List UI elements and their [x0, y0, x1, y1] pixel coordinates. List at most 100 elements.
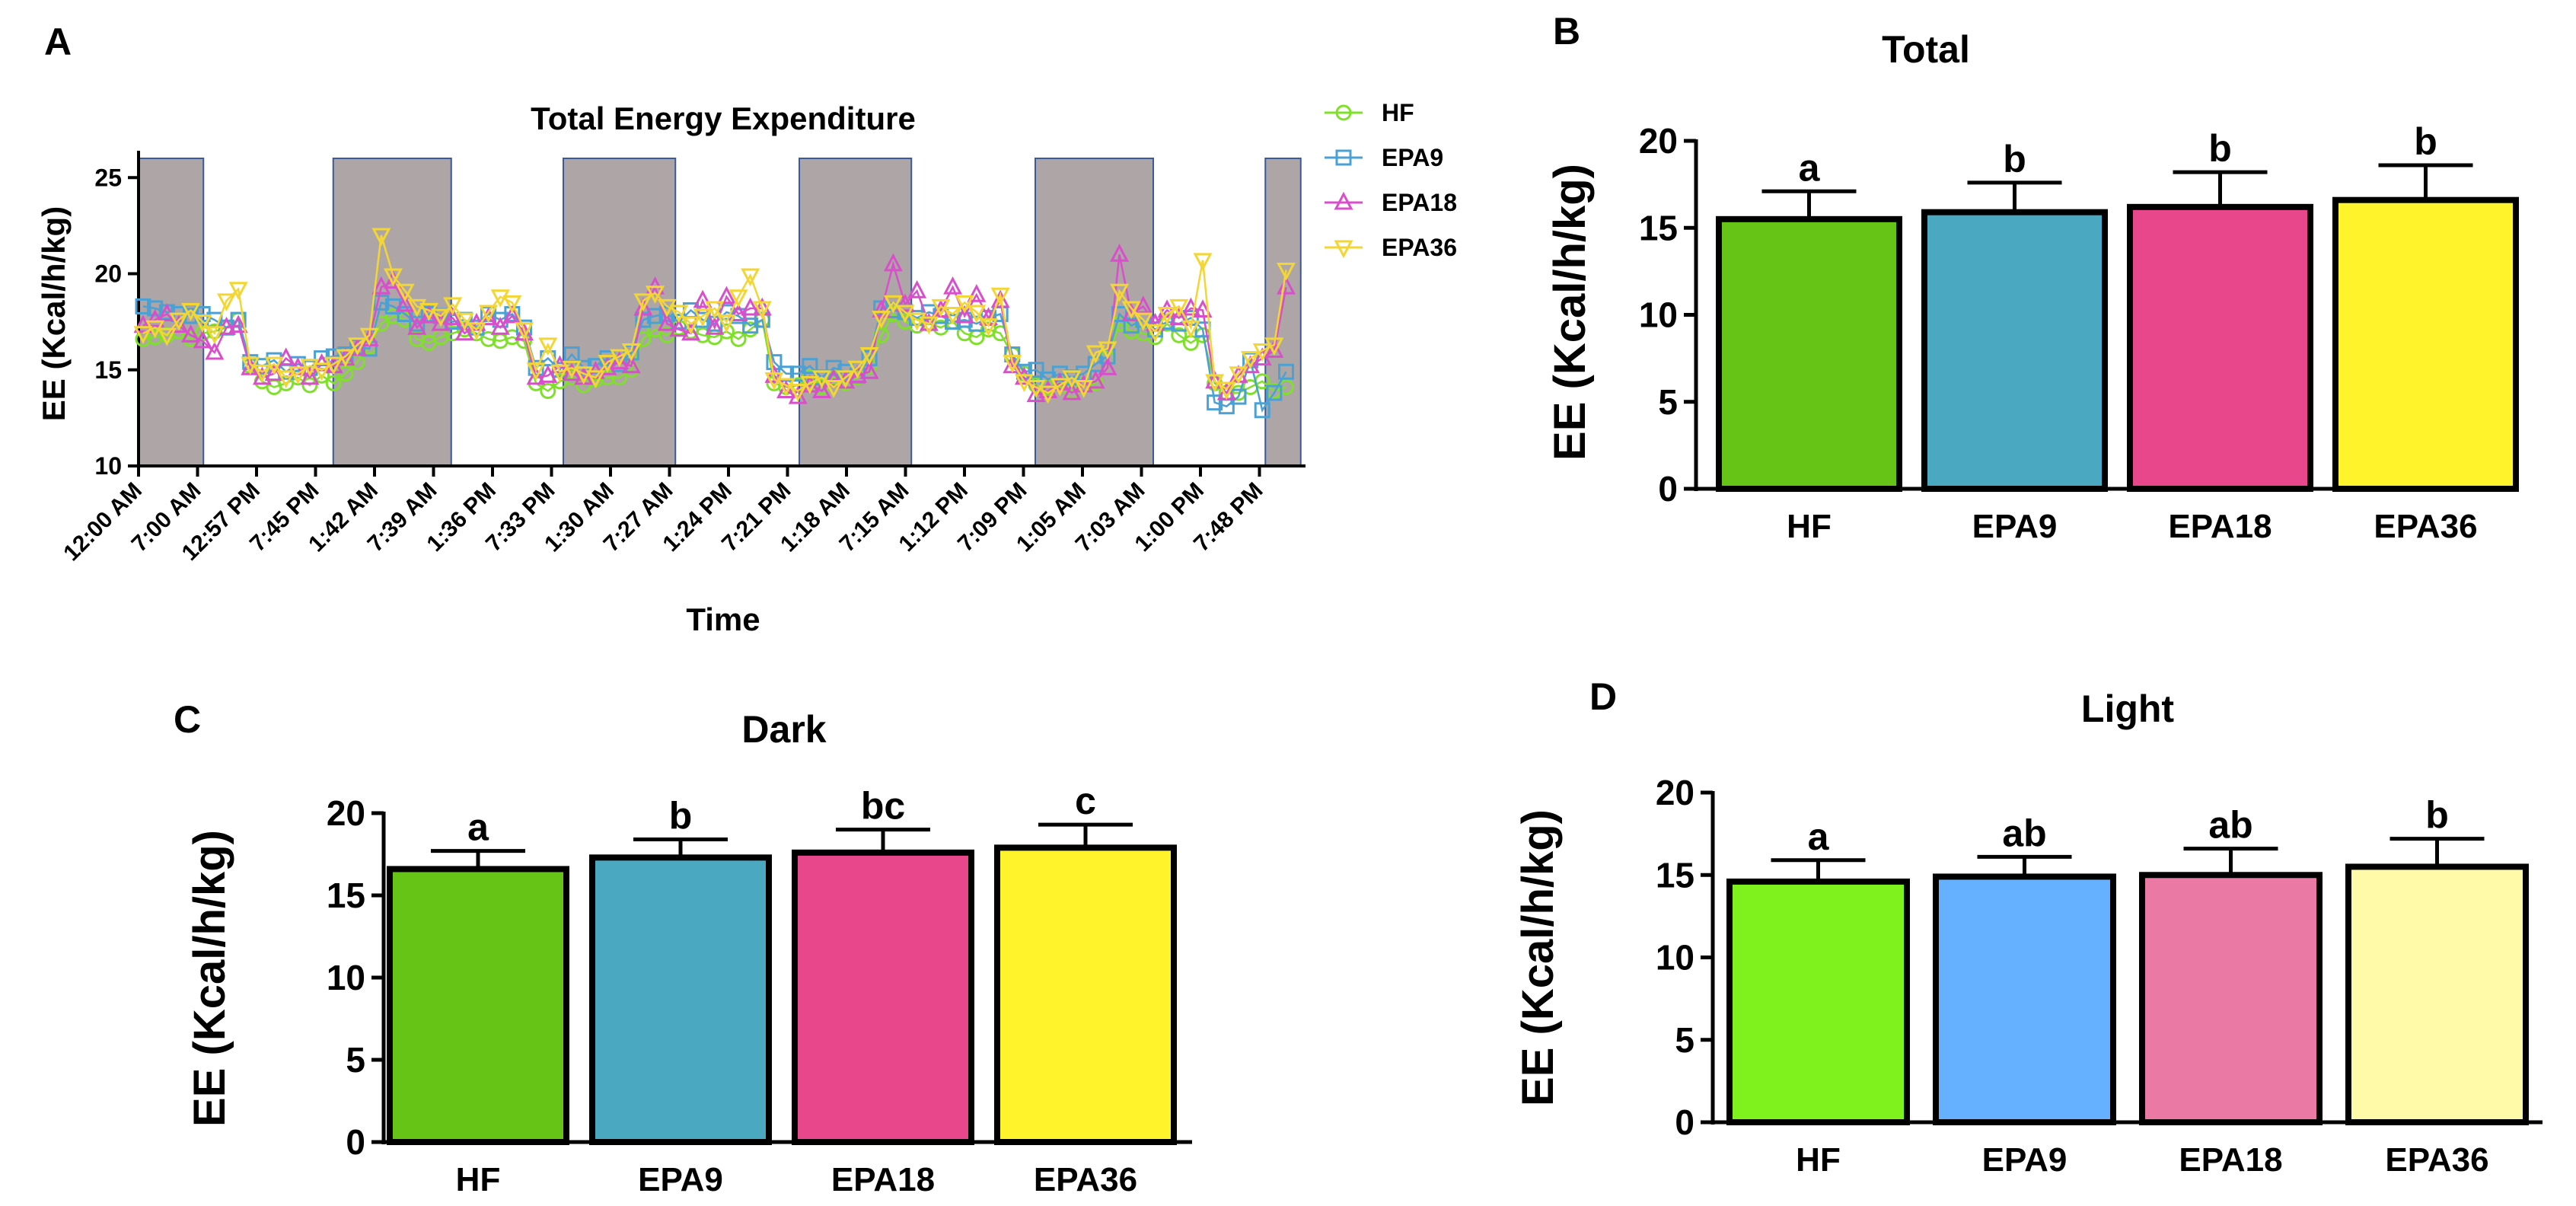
- x-tick-label: HF: [1787, 508, 1832, 545]
- data-point: [169, 312, 189, 331]
- data-point: [825, 359, 842, 376]
- legend-label: EPA9: [1382, 144, 1443, 171]
- y-tick-label: 20: [327, 793, 365, 833]
- data-point: [693, 289, 713, 308]
- data-point: [741, 268, 760, 287]
- plot-area: 0 5 10 15 20 a HF b EPA9 bc EPA18 c EPA36: [327, 780, 1192, 1198]
- data-point: [526, 362, 546, 381]
- bar-epa36: [2345, 863, 2529, 1126]
- data-point: [647, 308, 664, 324]
- data-point: [1051, 365, 1068, 382]
- bar-epa18: [2139, 872, 2323, 1125]
- data-point: [705, 316, 725, 335]
- data-point: [919, 316, 939, 335]
- data-point: [336, 349, 355, 368]
- legend-item-epa18: EPA18: [1325, 189, 1457, 216]
- data-point: [633, 293, 653, 312]
- y-tick-label: 10: [1639, 295, 1678, 335]
- data-point: [646, 286, 665, 304]
- data-point: [967, 284, 987, 302]
- significance-label: b: [2425, 794, 2449, 837]
- data-point: [1230, 388, 1247, 405]
- y-tick-label: 10: [94, 452, 122, 480]
- data-point: [431, 308, 451, 327]
- legend-item-epa36: EPA36: [1325, 234, 1457, 261]
- y-tick-label: 15: [1656, 855, 1694, 895]
- bar-epa9: [589, 854, 772, 1145]
- data-point: [1193, 299, 1213, 317]
- panel-letter-d: D: [1589, 675, 1617, 718]
- y-tick-label: 25: [94, 164, 122, 191]
- data-point: [847, 365, 867, 383]
- data-point: [348, 337, 368, 356]
- data-point: [1003, 355, 1022, 373]
- y-tick-label: 15: [327, 876, 365, 915]
- data-point: [1050, 378, 1070, 397]
- y-tick-label: 10: [327, 958, 365, 997]
- data-point: [395, 293, 415, 312]
- data-point: [1062, 370, 1082, 389]
- data-point: [454, 312, 474, 331]
- data-point: [895, 293, 915, 312]
- data-point: [978, 318, 998, 337]
- data-point: [788, 385, 808, 404]
- data-point: [1098, 341, 1117, 360]
- data-point: [847, 360, 867, 379]
- panel-letter-b: B: [1553, 10, 1580, 53]
- data-point: [1264, 340, 1284, 358]
- y-axis-label: EE (Kcal/h/kg): [36, 206, 72, 421]
- bar-epa36: [994, 844, 1177, 1145]
- data-point: [598, 355, 617, 373]
- bar-hf: [1716, 215, 1902, 492]
- data-point: [716, 286, 736, 305]
- y-tick-label: 15: [1639, 208, 1678, 247]
- data-point: [467, 322, 486, 340]
- data-point: [228, 314, 248, 333]
- legend-label: HF: [1382, 99, 1414, 126]
- data-point: [383, 268, 403, 287]
- plot-area: 0 5 10 15 20 a HF ab EPA9 ab EPA18 b EPA36: [1656, 773, 2543, 1179]
- data-point: [669, 318, 689, 337]
- legend-marker: [1334, 240, 1353, 259]
- y-tick-label: 20: [1656, 773, 1694, 812]
- data-point: [1086, 345, 1105, 364]
- x-tick-label: HF: [1796, 1141, 1841, 1179]
- data-point: [193, 314, 212, 333]
- data-point: [1264, 337, 1284, 356]
- data-point: [574, 366, 594, 385]
- x-tick-label: EPA9: [638, 1161, 723, 1198]
- data-point: [1277, 276, 1296, 295]
- data-point: [730, 330, 747, 347]
- x-tick-label: EPA18: [2179, 1141, 2282, 1179]
- data-point: [1252, 343, 1272, 362]
- data-point: [562, 362, 582, 381]
- significance-label: b: [2003, 138, 2026, 180]
- data-point: [585, 370, 605, 389]
- legend-item-epa9: EPA9: [1325, 144, 1443, 171]
- data-point: [135, 298, 151, 314]
- data-point: [216, 293, 236, 312]
- significance-label: b: [2414, 120, 2437, 163]
- data-point: [943, 276, 963, 295]
- data-point: [1229, 366, 1248, 385]
- data-point: [1110, 283, 1130, 302]
- data-point: [1193, 253, 1213, 272]
- significance-label: b: [2208, 127, 2232, 170]
- data-point: [741, 297, 760, 316]
- y-axis-label: EE (Kcal/h/kg): [185, 830, 234, 1127]
- bar-hf: [1726, 878, 1910, 1126]
- data-point: [883, 295, 903, 314]
- dark-period-shading: [138, 158, 1302, 467]
- data-point: [443, 307, 463, 326]
- y-tick-label: 0: [346, 1122, 365, 1162]
- data-point: [872, 311, 891, 329]
- y-axis-label: EE (Kcal/h/kg): [1513, 809, 1563, 1106]
- panel-letter-a: A: [44, 21, 72, 63]
- significance-label: a: [467, 806, 489, 849]
- data-point: [538, 365, 558, 383]
- data-point: [752, 301, 772, 320]
- bar-epa18: [2127, 203, 2313, 492]
- data-point: [252, 366, 272, 385]
- data-point: [133, 326, 153, 344]
- dark-period-3: [563, 158, 677, 467]
